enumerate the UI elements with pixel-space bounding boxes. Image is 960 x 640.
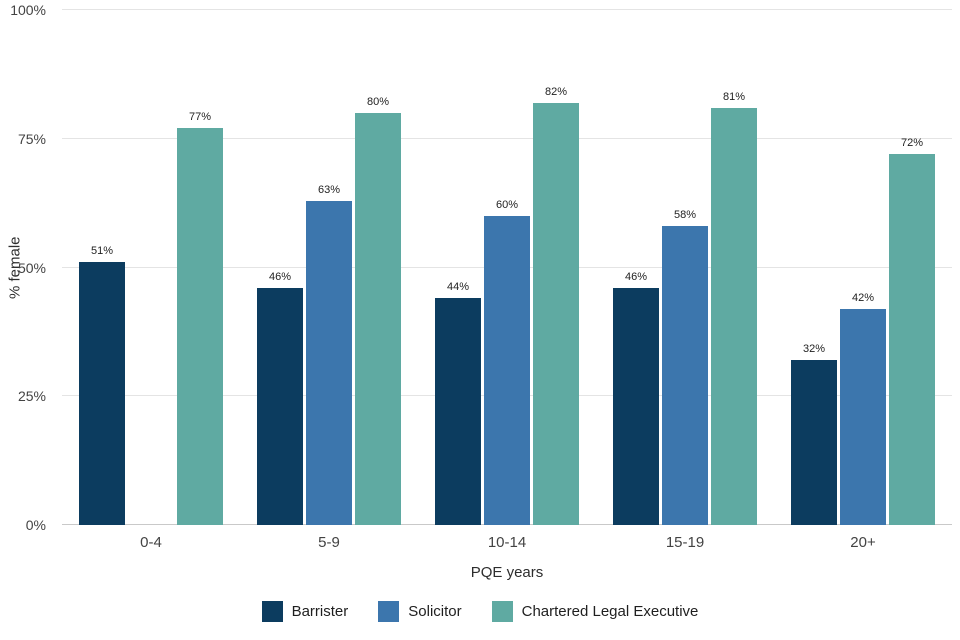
legend-item-solicitor: Solicitor [378,601,462,622]
bar-slot-solicitor-5-9: 63% [306,10,352,525]
bar-barrister-5-9 [257,288,303,525]
value-label-chartered-legal-executive-0-4: 77% [188,111,212,124]
x-tick-label-10-14: 10-14 [487,534,527,551]
bar-slot-solicitor-10-14: 60% [484,10,530,525]
value-label-barrister-15-19: 46% [624,271,648,284]
value-label-chartered-legal-executive-10-14: 82% [544,85,568,98]
bar-slot-solicitor-15-19: 58% [662,10,708,525]
bar-group-5-9: 46% 63% 80% [240,10,418,525]
gridline-100 [62,9,952,10]
legend: Barrister Solicitor Chartered Legal Execut… [0,601,960,622]
x-axis-tick-labels: 0-4 5-9 10-14 15-19 20+ [62,534,952,551]
legend-item-chartered-legal-executive: Chartered Legal Executive [491,601,699,622]
legend-swatch-barrister [261,601,283,622]
bar-group-0-4: 51% 77% [62,10,240,525]
bar-slot-chartered-legal-executive-0-4: 77% [177,10,223,525]
bar-slot-chartered-legal-executive-15-19: 81% [711,10,757,525]
y-tick-label-25: 25% [17,388,46,405]
bar-solicitor-10-14 [484,216,530,525]
value-label-solicitor-20+: 42% [851,291,875,304]
value-label-chartered-legal-executive-20+: 72% [900,137,924,150]
bar-slot-barrister-15-19: 46% [613,10,659,525]
bar-group-10-14: 44% 60% 82% [418,10,596,525]
bar-slot-chartered-legal-executive-20+: 72% [889,10,935,525]
bar-slot-barrister-20+: 32% [791,10,837,525]
bar-chartered-legal-executive-10-14 [533,102,579,525]
y-tick-label-0: 0% [25,517,46,533]
value-label-solicitor-10-14: 60% [495,199,519,211]
bar-chartered-legal-executive-5-9 [355,113,401,525]
bar-slot-barrister-0-4: 51% [79,10,125,525]
bar-barrister-0-4 [79,262,125,525]
x-tick-label-0-4: 0-4 [140,534,162,551]
bar-chartered-legal-executive-20+ [889,154,935,525]
x-axis-title: PQE years [470,564,544,581]
bar-solicitor-5-9 [306,200,352,525]
bar-slot-barrister-5-9: 46% [257,10,303,525]
bar-solicitor-20+ [840,308,886,525]
legend-label-barrister: Barrister [291,603,349,620]
x-tick-label-15-19: 15-19 [665,534,705,551]
legend-label-solicitor: Solicitor [408,603,462,620]
bar-slot-chartered-legal-executive-5-9: 80% [355,10,401,525]
bar-chartered-legal-executive-15-19 [711,107,757,525]
value-label-barrister-5-9: 46% [268,271,292,284]
bar-slot-barrister-10-14: 44% [435,10,481,525]
bar-chartered-legal-executive-0-4 [177,128,223,525]
value-label-solicitor-15-19: 58% [673,209,697,222]
legend-swatch-solicitor [378,601,400,622]
x-tick-label-20+: 20+ [850,534,876,551]
bar-groups: 51% 77% 46% 63% 80% 44% 60% 82% 46% 58% 81% 32% 42% 7… [62,10,952,525]
bar-barrister-15-19 [613,288,659,525]
value-label-barrister-10-14: 44% [446,281,470,294]
y-axis-tick-labels: 0% 25% 50% 75% 100% [0,2,54,533]
value-label-solicitor-5-9: 63% [317,183,341,196]
legend-swatch-chartered-legal-executive [491,601,513,622]
bar-slot-chartered-legal-executive-10-14: 82% [533,10,579,525]
bar-group-20+: 32% 42% 72% [774,10,952,525]
plot-area: 51% 77% 46% 63% 80% 44% 60% 82% 46% 58% 81% 32% 42% 7… [62,9,952,525]
legend-item-barrister: Barrister [261,601,349,622]
y-tick-label-100: 100% [10,2,46,18]
bar-barrister-20+ [791,360,837,525]
x-tick-label-5-9: 5-9 [318,534,340,551]
bar-group-15-19: 46% 58% 81% [596,10,774,525]
bar-barrister-10-14 [435,298,481,525]
legend-label-chartered-legal-executive: Chartered Legal Executive [521,603,699,620]
value-label-chartered-legal-executive-5-9: 80% [366,96,390,108]
bar-solicitor-15-19 [662,226,708,525]
value-label-chartered-legal-executive-15-19: 81% [722,90,746,103]
y-tick-label-75: 75% [17,130,46,147]
y-tick-label-50: 50% [17,259,46,276]
value-label-barrister-0-4: 51% [90,245,114,258]
value-label-barrister-20+: 32% [802,343,826,356]
gridline-75 [62,137,952,139]
bar-slot-solicitor-0-4 [128,10,174,525]
bar-slot-solicitor-20+: 42% [840,10,886,525]
